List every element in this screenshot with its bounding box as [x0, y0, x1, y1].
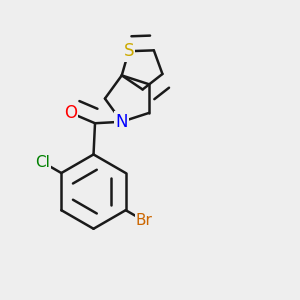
Text: N: N — [116, 113, 128, 131]
Text: Br: Br — [136, 213, 153, 228]
Text: Cl: Cl — [35, 155, 50, 170]
Text: S: S — [123, 42, 134, 60]
Text: O: O — [64, 104, 77, 122]
